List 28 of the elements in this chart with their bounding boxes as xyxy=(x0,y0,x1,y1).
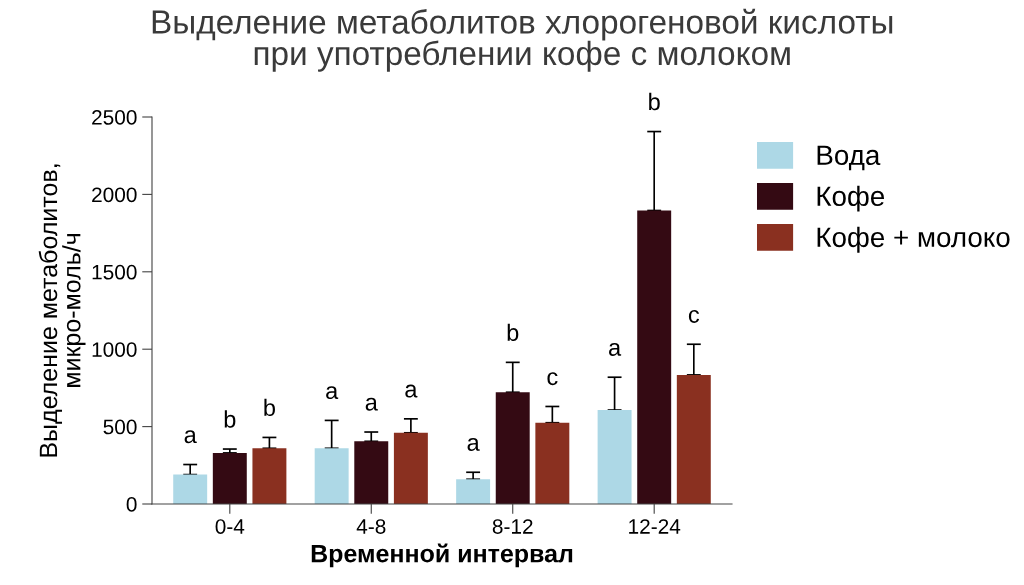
annotation: b xyxy=(264,398,275,417)
chart-title: Выделение метаболитов хлорогеновой кислоты при употреблении кофе с молоком xyxy=(152,8,893,72)
y-tick-label: 1500 xyxy=(92,264,137,280)
y-tick-label: 2500 xyxy=(92,110,137,125)
y-axis-title: Выделение метаболитов, микро-моль/ч xyxy=(38,164,86,457)
annotation: a xyxy=(184,430,197,444)
legend-label: Кофе xyxy=(817,185,885,212)
x-tick-label: 12-24 xyxy=(629,519,681,534)
annotation: c xyxy=(688,309,700,323)
legend-label: Вода xyxy=(817,145,881,171)
annotation: a xyxy=(609,342,622,356)
x-tick-label: 8-12 xyxy=(492,519,533,534)
annotation: a xyxy=(326,386,339,400)
annotation: b xyxy=(224,410,236,428)
x-axis-title: Временной интервал xyxy=(311,543,573,568)
annotation: a xyxy=(365,397,378,411)
x-tick-label: 0-4 xyxy=(215,519,245,534)
annotation: a xyxy=(467,437,480,451)
y-tick-label: 500 xyxy=(103,419,137,435)
annotation: c xyxy=(547,372,558,386)
annotation: b xyxy=(507,323,519,342)
legend-label: Кофе + молоко xyxy=(817,226,1010,253)
x-tick-label: 4-8 xyxy=(356,519,386,534)
y-tick-label: 1000 xyxy=(92,342,137,357)
y-tick-label: 0 xyxy=(126,497,137,512)
y-tick-label: 2000 xyxy=(92,187,137,203)
text: b xyxy=(649,92,660,111)
annotation: a xyxy=(405,384,418,398)
